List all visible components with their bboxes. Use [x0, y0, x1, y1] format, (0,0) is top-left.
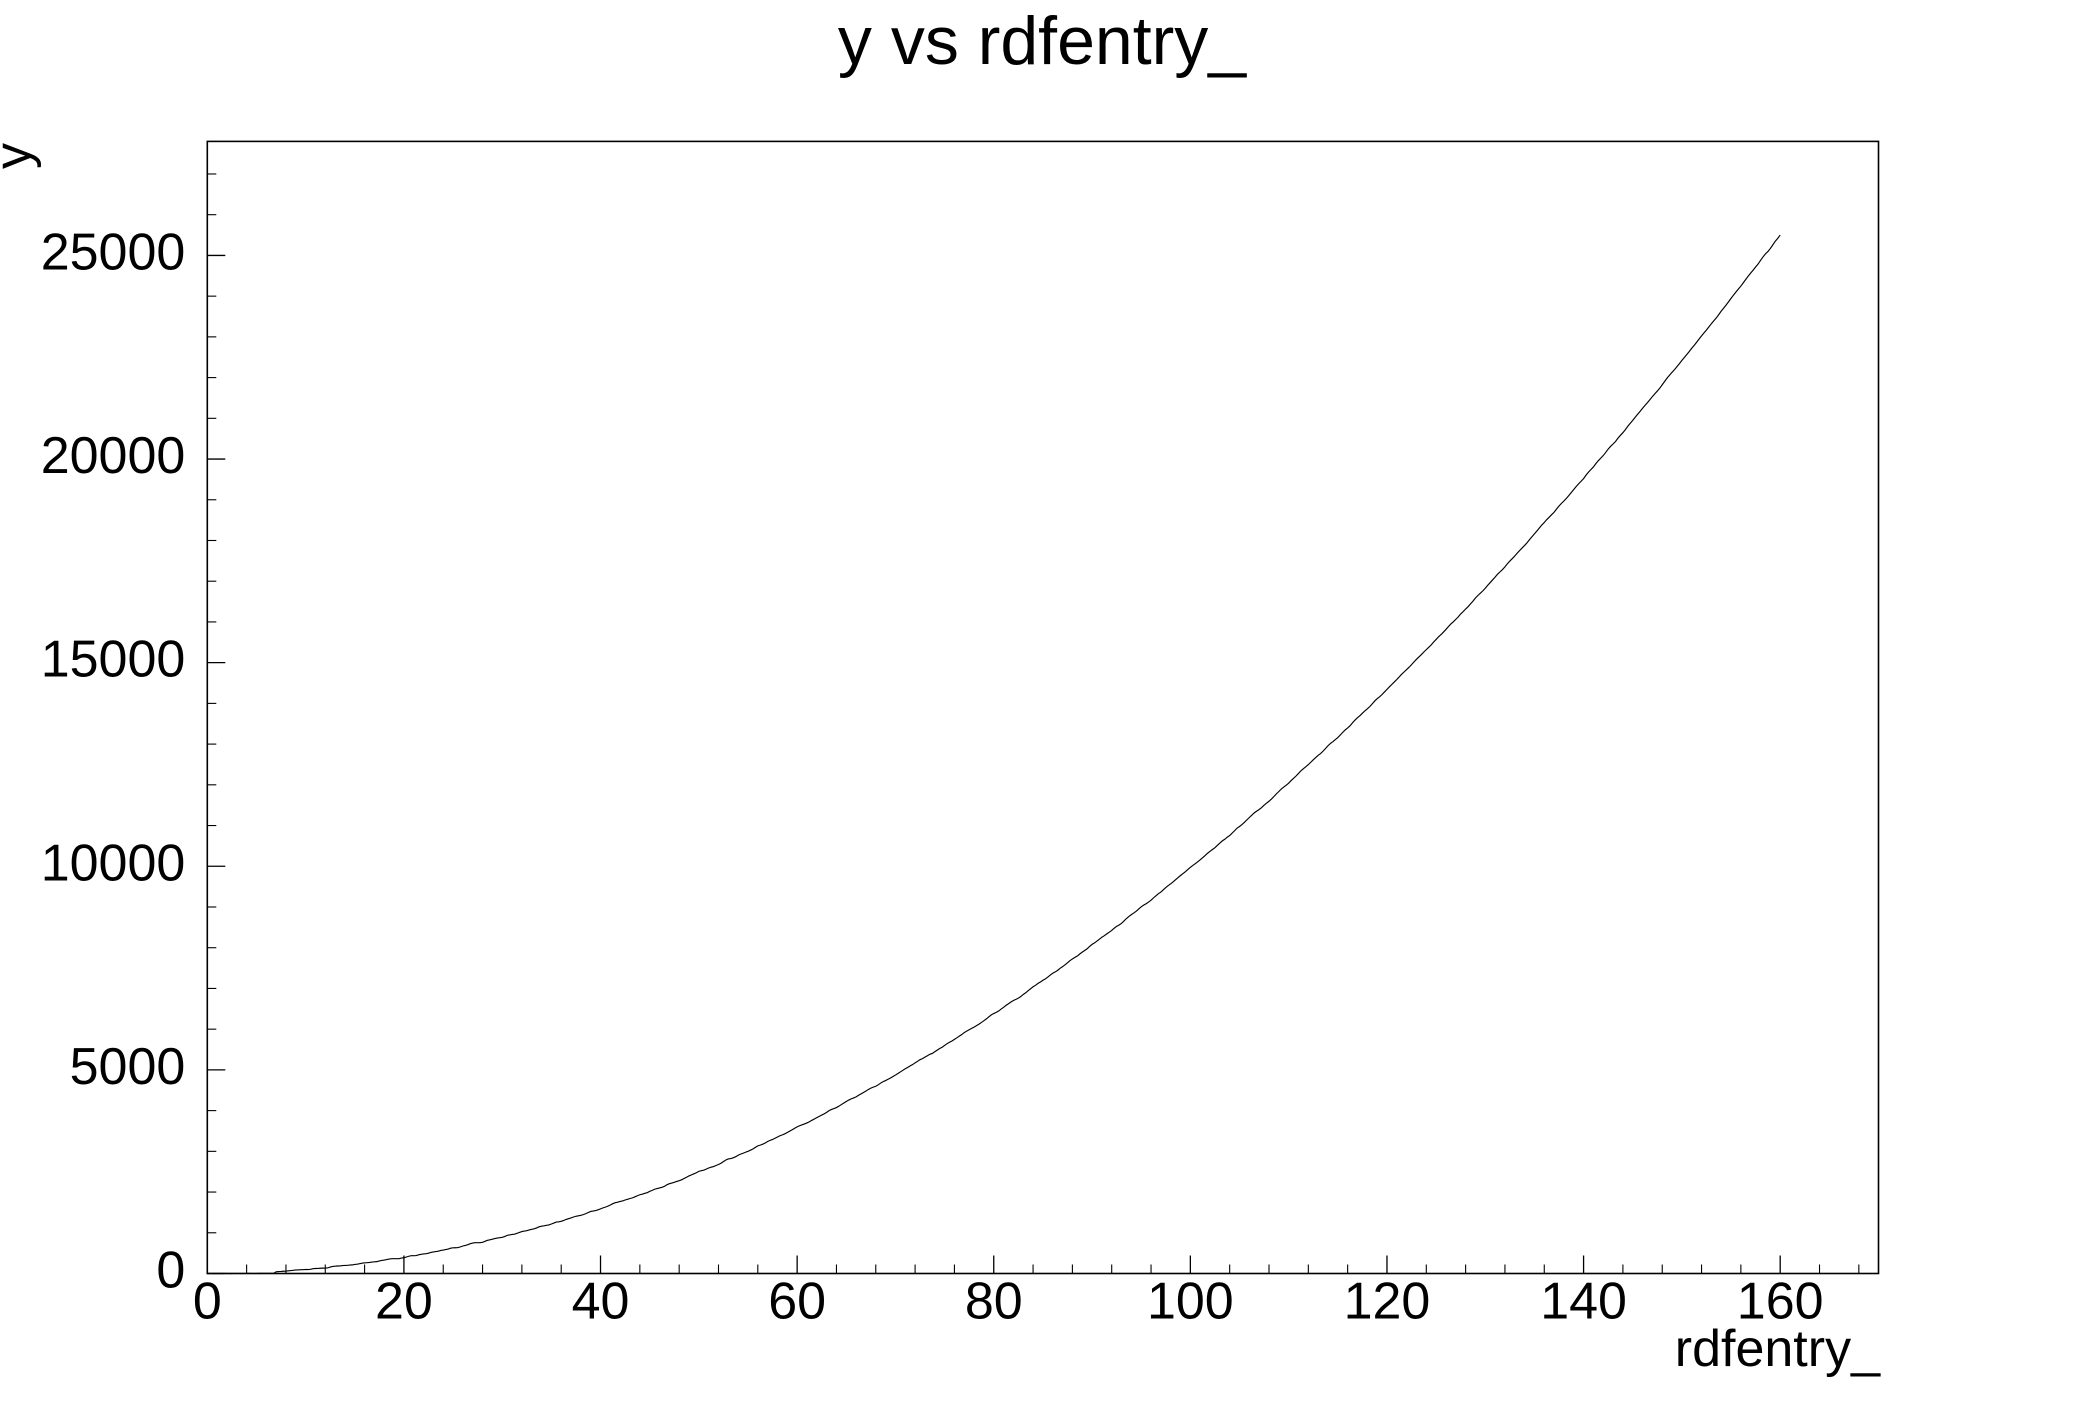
- svg-text:120: 120: [1344, 1273, 1431, 1331]
- svg-text:140: 140: [1540, 1273, 1627, 1331]
- svg-text:100: 100: [1147, 1273, 1234, 1331]
- svg-text:5000: 5000: [70, 1038, 186, 1096]
- svg-text:25000: 25000: [41, 223, 186, 281]
- svg-text:15000: 15000: [41, 631, 186, 689]
- svg-text:10000: 10000: [41, 834, 186, 892]
- svg-text:rdfentry_: rdfentry_: [1675, 1320, 1881, 1378]
- svg-text:y vs rdfentry_: y vs rdfentry_: [838, 3, 1247, 79]
- svg-text:0: 0: [156, 1242, 185, 1300]
- svg-text:0: 0: [193, 1273, 222, 1331]
- svg-text:20: 20: [375, 1273, 433, 1331]
- svg-text:60: 60: [768, 1273, 826, 1331]
- svg-text:y: y: [0, 143, 42, 169]
- svg-text:20000: 20000: [41, 427, 186, 485]
- svg-text:40: 40: [572, 1273, 630, 1331]
- svg-text:80: 80: [965, 1273, 1023, 1331]
